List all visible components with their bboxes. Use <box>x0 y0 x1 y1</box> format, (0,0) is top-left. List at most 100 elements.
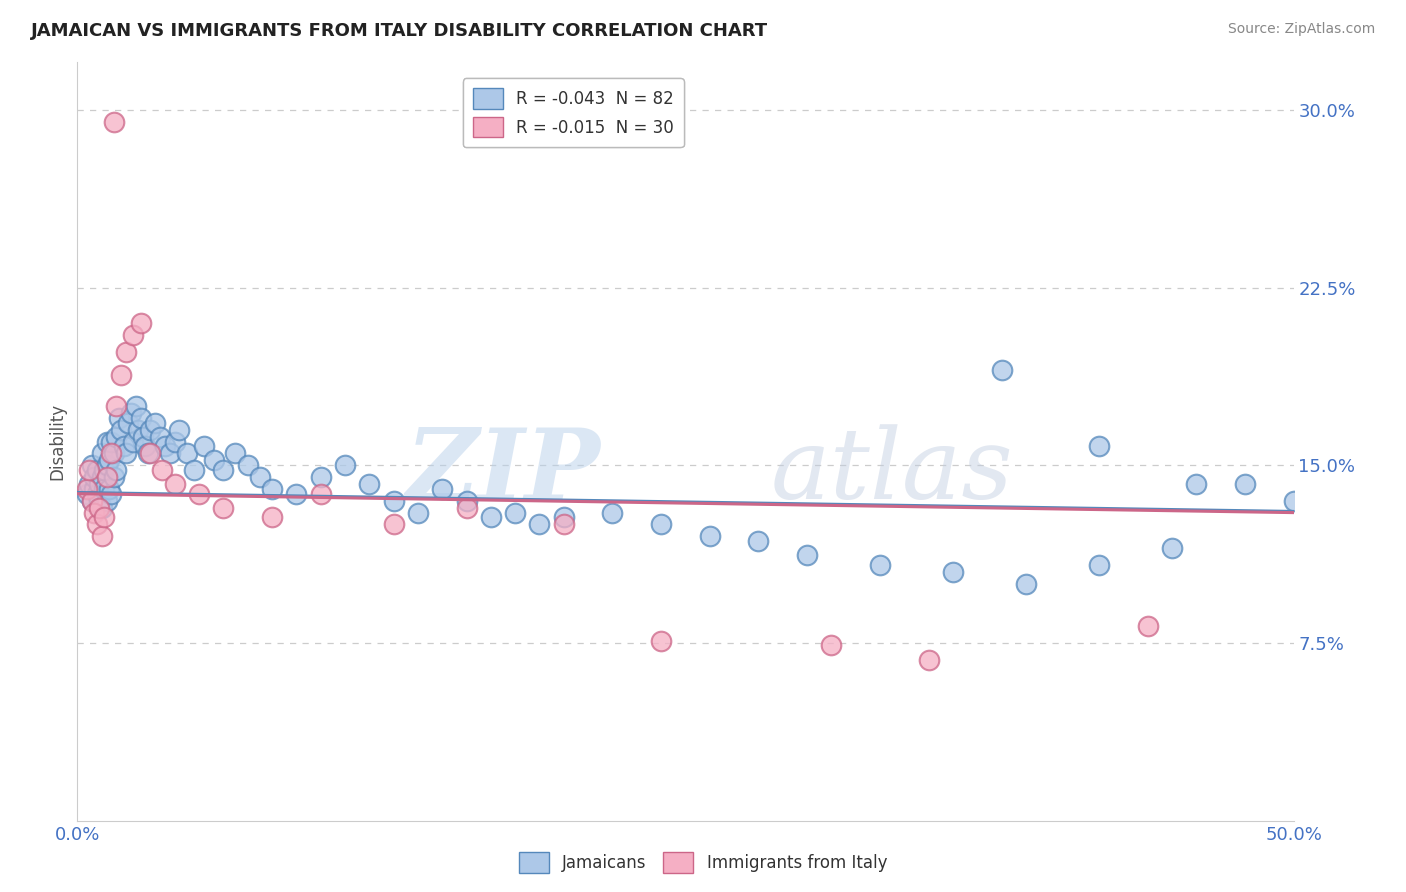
Point <box>163 477 186 491</box>
Point <box>122 434 145 449</box>
Point <box>202 453 225 467</box>
Point <box>503 506 526 520</box>
Point <box>260 510 283 524</box>
Point <box>169 423 191 437</box>
Point <box>134 439 156 453</box>
Point <box>359 477 381 491</box>
Text: ZIP: ZIP <box>405 424 600 520</box>
Point <box>120 406 142 420</box>
Point <box>333 458 356 473</box>
Point <box>115 446 138 460</box>
Point <box>456 493 478 508</box>
Point <box>747 534 769 549</box>
Point <box>212 500 235 515</box>
Point <box>529 517 551 532</box>
Point <box>479 510 502 524</box>
Point <box>96 493 118 508</box>
Point <box>224 446 246 460</box>
Point <box>127 423 149 437</box>
Point <box>80 493 103 508</box>
Point <box>143 416 166 430</box>
Point <box>89 477 111 491</box>
Point <box>153 439 176 453</box>
Point <box>100 434 122 449</box>
Point <box>699 529 721 543</box>
Point <box>1088 558 1111 572</box>
Point <box>193 439 215 453</box>
Point <box>159 446 181 460</box>
Point <box>942 565 965 579</box>
Point <box>139 446 162 460</box>
Y-axis label: Disability: Disability <box>48 403 66 480</box>
Point <box>105 430 128 444</box>
Point <box>76 486 98 500</box>
Point <box>650 517 672 532</box>
Point <box>89 493 111 508</box>
Point <box>1233 477 1256 491</box>
Text: Source: ZipAtlas.com: Source: ZipAtlas.com <box>1227 22 1375 37</box>
Point <box>382 493 405 508</box>
Point <box>103 114 125 128</box>
Point <box>96 470 118 484</box>
Legend: Jamaicans, Immigrants from Italy: Jamaicans, Immigrants from Italy <box>512 846 894 880</box>
Point <box>100 446 122 460</box>
Point <box>149 430 172 444</box>
Point <box>83 482 105 496</box>
Point <box>285 486 308 500</box>
Point <box>132 430 155 444</box>
Point <box>602 506 624 520</box>
Point <box>93 463 115 477</box>
Point <box>796 548 818 563</box>
Point <box>1282 493 1305 508</box>
Point <box>112 439 135 453</box>
Point <box>90 529 112 543</box>
Point <box>406 506 429 520</box>
Point <box>553 517 575 532</box>
Point <box>86 463 108 477</box>
Point <box>97 482 120 496</box>
Point <box>90 470 112 484</box>
Point <box>456 500 478 515</box>
Point <box>136 446 159 460</box>
Point <box>152 463 174 477</box>
Point <box>80 493 103 508</box>
Point <box>80 458 103 473</box>
Point <box>188 486 211 500</box>
Point <box>1185 477 1208 491</box>
Point <box>125 399 148 413</box>
Point <box>129 316 152 330</box>
Point <box>110 368 132 383</box>
Point <box>430 482 453 496</box>
Point <box>236 458 259 473</box>
Point <box>90 500 112 515</box>
Point <box>129 410 152 425</box>
Point <box>869 558 891 572</box>
Point <box>139 423 162 437</box>
Point <box>96 434 118 449</box>
Point <box>93 482 115 496</box>
Point <box>100 486 122 500</box>
Point <box>90 446 112 460</box>
Point <box>115 344 138 359</box>
Point <box>103 446 125 460</box>
Point <box>107 410 129 425</box>
Point <box>86 517 108 532</box>
Point <box>382 517 405 532</box>
Point <box>117 416 139 430</box>
Point <box>79 463 101 477</box>
Point <box>76 482 98 496</box>
Point <box>79 477 101 491</box>
Point <box>249 470 271 484</box>
Point <box>212 463 235 477</box>
Point <box>103 470 125 484</box>
Point <box>1161 541 1184 556</box>
Text: atlas: atlas <box>770 425 1014 519</box>
Point <box>1088 439 1111 453</box>
Point <box>86 486 108 500</box>
Point <box>89 500 111 515</box>
Point <box>97 453 120 467</box>
Point <box>163 434 186 449</box>
Point <box>105 463 128 477</box>
Point <box>183 463 205 477</box>
Point <box>553 510 575 524</box>
